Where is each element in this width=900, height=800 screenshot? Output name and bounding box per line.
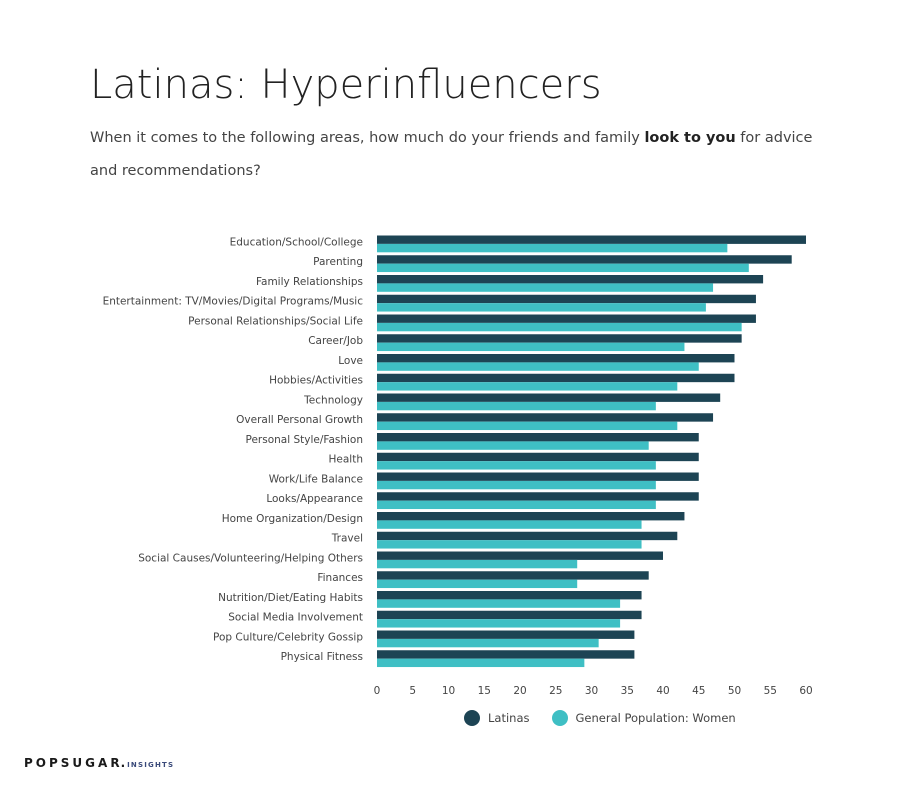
category-label-family-relationships: Family Relationships	[256, 276, 363, 288]
bar-general-population-women-technology	[377, 401, 656, 411]
bar-latinas-pop-culture-celebrity-gossip	[377, 630, 635, 639]
x-tick-label-40: 40	[656, 685, 669, 697]
bar-latinas-personal-style-fashion	[377, 433, 699, 442]
bar-latinas-travel	[377, 531, 678, 541]
category-label-personal-relationships-social-life: Personal Relationships/Social Life	[188, 315, 363, 327]
x-tick-label-60: 60	[799, 685, 812, 697]
bar-latinas-parenting	[377, 255, 792, 264]
bar-general-population-women-physical-fitness	[377, 658, 585, 668]
bar-general-population-women-nutrition-diet-eating-habits	[377, 599, 621, 608]
category-label-social-media-involvement: Social Media Involvement	[228, 612, 363, 624]
subtitle-text-after: for advice and recommendations?	[90, 130, 813, 179]
bar-latinas-physical-fitness	[377, 650, 635, 659]
x-tick-label-45: 45	[692, 685, 705, 697]
subtitle-text-bold: look to you	[644, 130, 736, 146]
bar-general-population-women-entertainment-tv-movies-digital-programs-music	[377, 303, 706, 312]
bar-latinas-technology	[377, 393, 721, 402]
category-label-personal-style-fashion: Personal Style/Fashion	[245, 434, 363, 446]
bar-latinas-career-job	[377, 334, 742, 343]
category-label-nutrition-diet-eating-habits: Nutrition/Diet/Eating Habits	[218, 592, 363, 604]
x-tick-label-55: 55	[764, 685, 777, 697]
bar-latinas-looks-appearance	[377, 492, 699, 501]
bar-general-population-women-personal-relationships-social-life	[377, 322, 742, 332]
category-label-career-job: Career/Job	[308, 335, 363, 347]
bar-general-population-women-personal-style-fashion	[377, 441, 649, 450]
bar-general-population-women-career-job	[377, 342, 685, 352]
bar-latinas-overall-personal-growth	[377, 413, 714, 422]
bar-general-population-women-hobbies-activities	[377, 382, 678, 391]
bar-general-population-women-social-causes-volunteering-helping-others	[377, 559, 578, 569]
bar-latinas-love	[377, 354, 735, 363]
chart-subtitle: When it comes to the following areas, ho…	[90, 122, 830, 188]
bar-latinas-hobbies-activities	[377, 373, 735, 383]
bar-general-population-women-family-relationships	[377, 283, 714, 292]
bar-latinas-finances	[377, 571, 649, 580]
x-tick-label-25: 25	[549, 685, 562, 697]
bar-latinas-nutrition-diet-eating-habits	[377, 591, 642, 600]
bar-general-population-women-pop-culture-celebrity-gossip	[377, 638, 599, 648]
legend-swatch-general-population	[551, 710, 568, 726]
brand-logo: POPSUGAR . INSIGHTS	[24, 756, 174, 770]
legend-item-general-population: General Population: Women	[551, 710, 736, 726]
bar-general-population-women-love	[377, 362, 699, 371]
x-tick-label-15: 15	[478, 685, 491, 697]
bar-chart: Education/School/College Parenting Family …	[103, 235, 813, 697]
chart-legend: Latinas General Population: Women	[464, 710, 758, 726]
bar-general-population-women-overall-personal-growth	[377, 421, 678, 431]
category-label-physical-fitness: Physical Fitness	[281, 651, 363, 663]
category-label-home-organization-design: Home Organization/Design	[222, 513, 363, 525]
bar-general-population-women-education-school-college	[377, 243, 728, 253]
bar-general-population-women-finances	[377, 579, 578, 589]
brand-name: POPSUGAR	[24, 756, 123, 770]
category-label-technology: Technology	[303, 394, 363, 406]
category-label-education-school-college: Education/School/College	[230, 236, 363, 248]
bar-latinas-family-relationships	[377, 275, 764, 284]
x-tick-label-20: 20	[513, 685, 526, 697]
bar-general-population-women-travel	[377, 540, 642, 549]
x-tick-label-10: 10	[442, 685, 455, 697]
bar-latinas-health	[377, 452, 699, 462]
bar-latinas-personal-relationships-social-life	[377, 314, 756, 323]
brand-dot: .	[120, 756, 126, 770]
x-tick-label-50: 50	[728, 685, 741, 697]
category-label-overall-personal-growth: Overall Personal Growth	[236, 414, 363, 426]
bar-general-population-women-health	[377, 461, 656, 470]
bar-latinas-social-media-involvement	[377, 610, 642, 620]
legend-label-latinas: Latinas	[488, 711, 530, 725]
legend-label-general-population: General Population: Women	[575, 711, 736, 725]
legend-item-latinas: Latinas	[464, 710, 530, 726]
bar-general-population-women-looks-appearance	[377, 500, 656, 510]
legend-swatch-latinas	[464, 710, 480, 726]
bar-general-population-women-social-media-involvement	[377, 619, 621, 628]
bar-latinas-education-school-college	[377, 235, 806, 244]
category-label-love: Love	[338, 355, 363, 367]
category-label-pop-culture-celebrity-gossip: Pop Culture/Celebrity Gossip	[213, 631, 363, 643]
category-label-work-life-balance: Work/Life Balance	[269, 473, 363, 485]
bar-latinas-work-life-balance	[377, 472, 699, 481]
bar-general-population-women-parenting	[377, 263, 749, 273]
brand-sub: INSIGHTS	[127, 761, 175, 769]
bar-latinas-entertainment-tv-movies-digital-programs-music	[377, 294, 756, 304]
chart-title: Latinas: Hyperinfluencers	[90, 62, 602, 108]
category-label-parenting: Parenting	[313, 256, 363, 268]
bar-latinas-social-causes-volunteering-helping-others	[377, 551, 663, 560]
x-tick-label-35: 35	[621, 685, 634, 697]
bar-general-population-women-work-life-balance	[377, 480, 656, 490]
category-label-social-causes-volunteering-helping-others: Social Causes/Volunteering/Helping Other…	[138, 552, 363, 564]
x-tick-label-30: 30	[585, 685, 598, 697]
category-label-looks-appearance: Looks/Appearance	[266, 493, 363, 505]
x-tick-label-0: 0	[374, 685, 381, 697]
bar-latinas-home-organization-design	[377, 512, 685, 521]
category-label-finances: Finances	[317, 572, 363, 584]
subtitle-text-before: When it comes to the following areas, ho…	[90, 130, 645, 146]
category-label-health: Health	[329, 454, 363, 466]
category-label-travel: Travel	[331, 533, 363, 545]
category-label-hobbies-activities: Hobbies/Activities	[269, 375, 363, 387]
bar-general-population-women-home-organization-design	[377, 520, 642, 529]
category-label-entertainment-tv-movies-digital-programs-music: Entertainment: TV/Movies/Digital Program…	[103, 296, 364, 308]
x-tick-label-5: 5	[409, 685, 416, 697]
